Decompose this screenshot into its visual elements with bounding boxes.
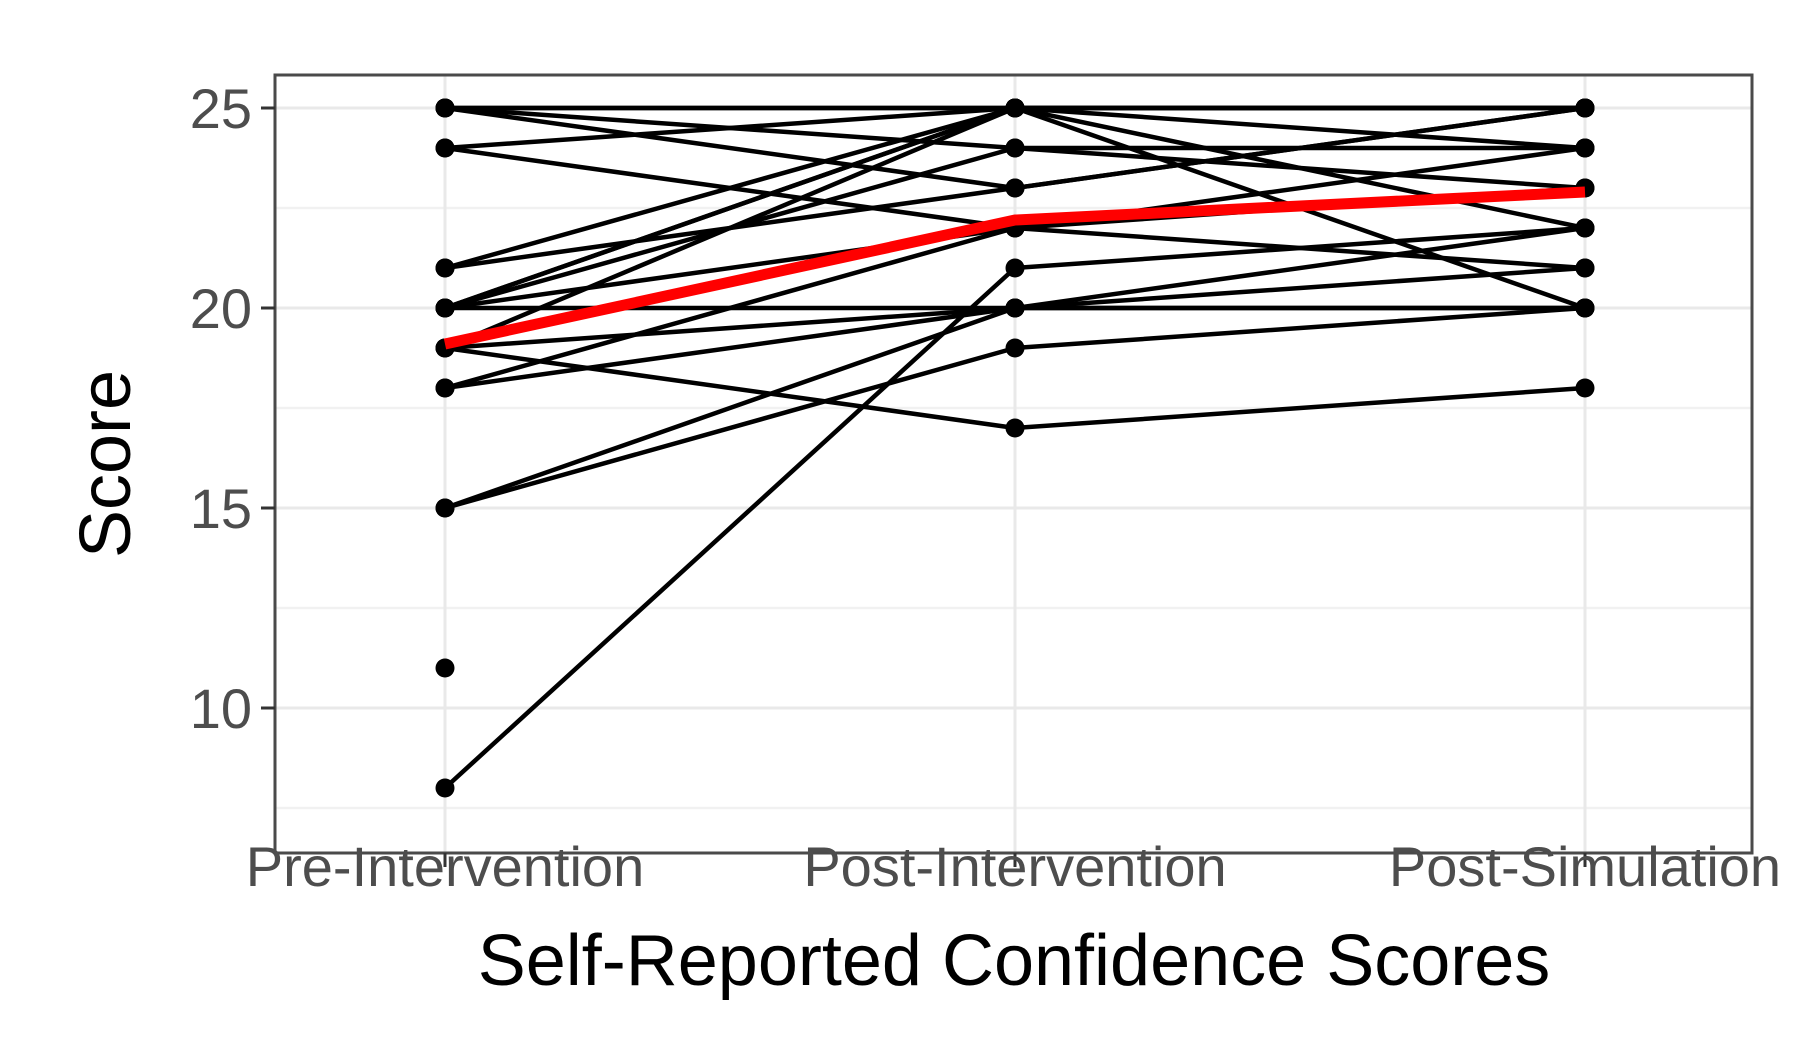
- y-tick-label: 25: [190, 77, 252, 140]
- x-axis-tick-labels: Pre-Intervention Post-Intervention Post-Si…: [246, 835, 1781, 898]
- data-point: [1005, 298, 1025, 318]
- data-point: [435, 778, 455, 798]
- data-point: [435, 658, 455, 678]
- data-point: [435, 138, 455, 158]
- data-point: [1575, 138, 1595, 158]
- y-axis-title: Score: [66, 370, 146, 558]
- data-point: [435, 258, 455, 278]
- y-tick-label: 10: [190, 677, 252, 740]
- axis-tick-marks: [261, 106, 1587, 867]
- data-point: [1575, 218, 1595, 238]
- data-point: [435, 498, 455, 518]
- y-axis-tick-labels: 10 15 20 25: [190, 77, 252, 740]
- x-tick-label: Post-Simulation: [1389, 835, 1781, 898]
- data-point: [1575, 98, 1595, 118]
- data-point: [435, 378, 455, 398]
- mean-line: [443, 186, 1586, 350]
- x-tick-label: Post-Intervention: [803, 835, 1226, 898]
- data-point: [435, 98, 455, 118]
- data-points: [435, 98, 1595, 798]
- data-point: [1005, 98, 1025, 118]
- data-point: [1575, 258, 1595, 278]
- x-axis-title: Self-Reported Confidence Scores: [478, 921, 1551, 1001]
- data-point: [1005, 138, 1025, 158]
- data-point: [1575, 378, 1595, 398]
- data-point: [1005, 338, 1025, 358]
- data-point: [435, 298, 455, 318]
- data-point: [1005, 418, 1025, 438]
- data-point: [1005, 178, 1025, 198]
- data-point: [1005, 258, 1025, 278]
- y-tick-label: 20: [190, 277, 252, 340]
- mean-line-layer: [443, 186, 1586, 350]
- x-tick-label: Pre-Intervention: [246, 835, 644, 898]
- data-point: [1575, 298, 1595, 318]
- vertical-gridlines: [443, 75, 1587, 853]
- y-tick-label: 15: [190, 477, 252, 540]
